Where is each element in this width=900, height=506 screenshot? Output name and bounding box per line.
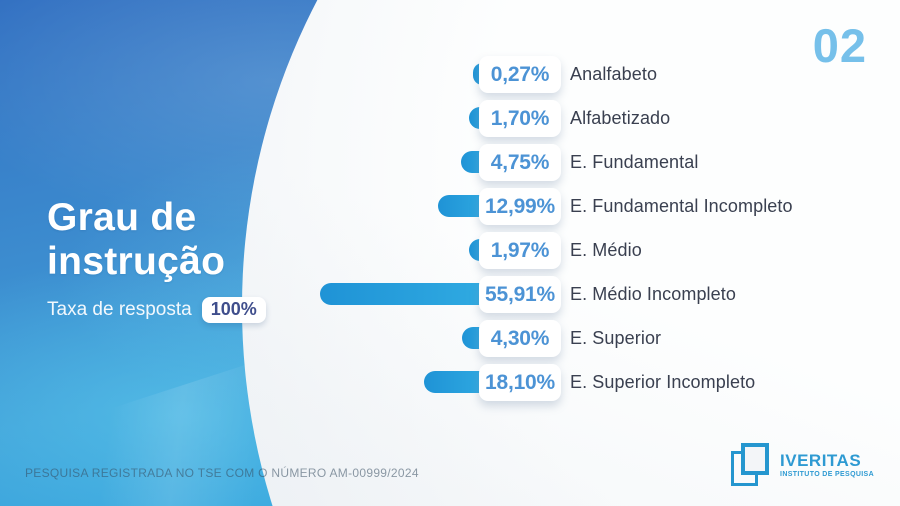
chart-row: 1,97% E. Médio (0, 228, 900, 272)
logo-frame-front (741, 443, 770, 475)
bar-label: E. Médio Incompleto (570, 283, 736, 304)
value-badge: 1,97% (479, 232, 561, 269)
bar-chart: 0,27% Analfabeto 1,70% Alfabetizado 4,75% E. … (0, 52, 900, 404)
response-rate-label: Taxa de resposta (47, 299, 192, 320)
value-badge: 55,91% (479, 276, 561, 313)
logo-tagline: INSTITUTO DE PESQUISA (780, 470, 874, 478)
bar-label: E. Fundamental Incompleto (570, 195, 793, 216)
chart-row: 12,99% E. Fundamental Incompleto (0, 184, 900, 228)
bar (424, 371, 492, 393)
value-badge: 12,99% (479, 188, 561, 225)
bar-label: E. Médio (570, 239, 642, 260)
chart-row: 1,70% Alfabetizado (0, 96, 900, 140)
bar (320, 283, 492, 305)
frames-logo-icon (731, 443, 773, 486)
white-circle-panel (242, 0, 900, 506)
logo-text: IVERITAS INSTITUTO DE PESQUISA (780, 452, 874, 478)
bar-label: E. Fundamental (570, 151, 699, 172)
value-badge: 4,30% (479, 320, 561, 357)
bar-label: E. Superior (570, 327, 662, 348)
title-block: Grau de instrução Taxa de resposta 100% (47, 196, 307, 323)
page-number: 02 (812, 19, 867, 72)
chart-row: 55,91% E. Médio Incompleto (0, 272, 900, 316)
response-rate-row: Taxa de resposta 100% (47, 297, 307, 323)
value-badge: 4,75% (479, 144, 561, 181)
bar-label: Analfabeto (570, 63, 658, 84)
value-badge: 0,27% (479, 56, 561, 93)
value-badge: 18,10% (479, 364, 561, 401)
chart-row: 18,10% E. Superior Incompleto (0, 360, 900, 404)
bar-label: Alfabetizado (570, 107, 671, 128)
logo-name: IVERITAS (780, 450, 862, 470)
slide-title: Grau de instrução (47, 196, 226, 283)
chart-row: 4,75% E. Fundamental (0, 140, 900, 184)
iveritas-logo: IVERITAS INSTITUTO DE PESQUISA (731, 443, 874, 486)
chart-row: 4,30% E. Superior (0, 316, 900, 360)
response-rate-badge: 100% (201, 297, 266, 323)
value-badge: 1,70% (479, 100, 561, 137)
bar (438, 195, 492, 217)
chart-row: 0,27% Analfabeto (0, 52, 900, 96)
tse-registration-note: PESQUISA REGISTRADA NO TSE COM O NÚMERO … (25, 466, 419, 480)
bar-label: E. Superior Incompleto (570, 371, 756, 392)
